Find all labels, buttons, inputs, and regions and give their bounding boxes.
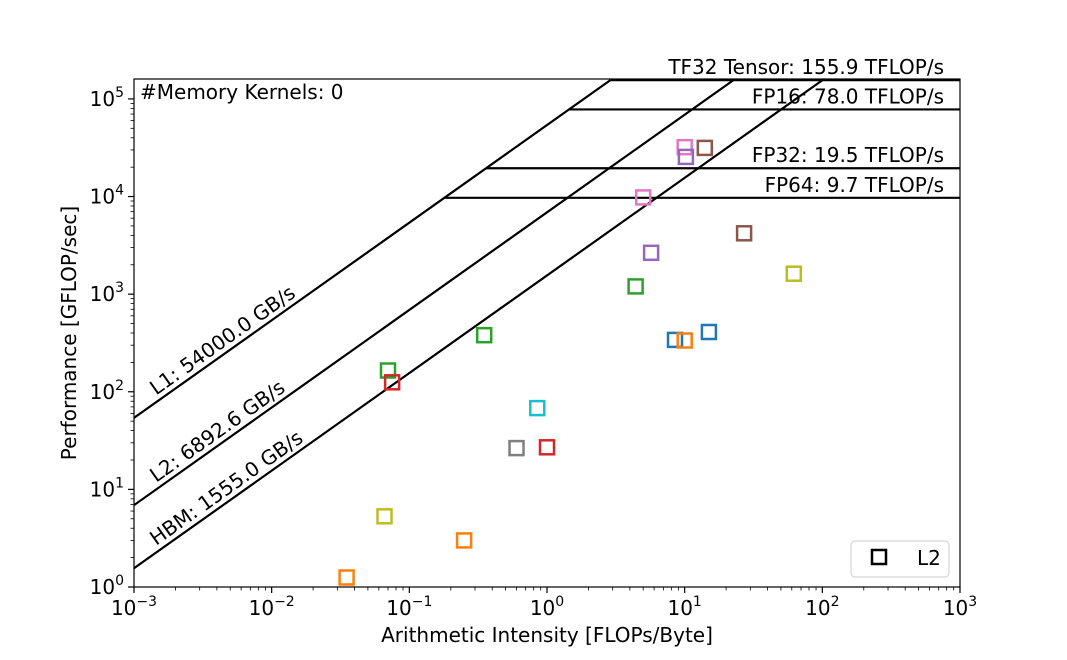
memory-kernels-annotation: #Memory Kernels: 0 [140, 80, 344, 104]
data-point [677, 148, 695, 166]
x-axis-label: Arithmetic Intensity [FLOPs/Byte] [381, 623, 713, 647]
bandwidth-roof-label: HBM: 1555.0 GB/s [145, 425, 307, 550]
compute-roof-label: FP32: 19.5 TFLOP/s [752, 143, 944, 167]
legend-marker [870, 548, 888, 566]
data-point [676, 138, 693, 156]
data-point [696, 139, 714, 157]
y-axis-ticks: 100 101 102 103 104 105 [90, 85, 134, 599]
data-point [538, 439, 556, 456]
compute-roof-label: FP16: 78.0 TFLOP/s [752, 84, 944, 108]
y-tick-label: 103 [90, 280, 124, 306]
data-point [379, 362, 397, 379]
bandwidth-roof-line [134, 79, 824, 570]
x-tick-label: 103 [943, 594, 977, 620]
data-point [735, 225, 753, 242]
x-tick-label: 101 [667, 594, 701, 620]
data-point [376, 508, 393, 525]
y-tick-label: 104 [90, 183, 124, 209]
y-axis-label: Performance [GFLOP/sec] [57, 206, 81, 460]
legend-label: L2 [917, 546, 941, 570]
x-axis-ticks: 10−3 10−2 10−1 100 101 102 103 [111, 587, 977, 620]
x-tick-label: 10−3 [111, 594, 157, 620]
bandwidth-roof-line [134, 79, 735, 507]
y-tick-label: 105 [90, 85, 124, 111]
data-point [785, 265, 803, 282]
data-points [338, 138, 803, 586]
data-point [642, 244, 660, 262]
x-tick-label: 100 [530, 594, 564, 620]
data-point [508, 439, 525, 457]
bandwidth-roof-line [134, 79, 612, 419]
data-point [338, 569, 355, 586]
data-point [700, 323, 718, 341]
data-point [634, 189, 652, 206]
compute-roof-label: FP64: 9.7 TFLOP/s [765, 173, 944, 197]
data-point [475, 326, 493, 344]
x-tick-label: 10−2 [249, 594, 295, 620]
y-tick-label: 102 [90, 378, 124, 404]
data-point [676, 332, 693, 349]
y-tick-label: 101 [90, 475, 124, 501]
x-tick-label: 102 [805, 594, 839, 620]
legend: L2 [850, 540, 950, 578]
x-tick-label: 10−1 [386, 594, 432, 620]
data-point [529, 399, 546, 417]
data-point [666, 331, 684, 349]
roof-lines [134, 79, 960, 570]
data-point [627, 278, 644, 295]
data-point [455, 532, 473, 549]
y-tick-label: 100 [90, 573, 124, 599]
compute-roof-label: TF32 Tensor: 155.9 TFLOP/s [667, 55, 944, 79]
data-point [383, 374, 401, 391]
